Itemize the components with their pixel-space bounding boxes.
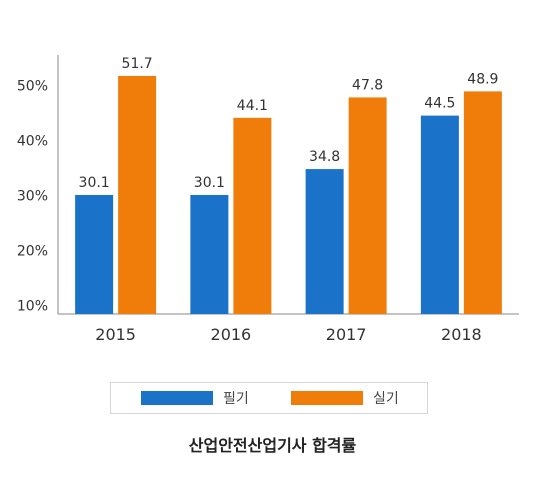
y-tick-label: 30% xyxy=(17,189,48,205)
bar-series-2 xyxy=(463,91,502,315)
y-tick-label: 10% xyxy=(17,299,48,315)
legend-item-series-1: 필기 xyxy=(141,383,249,413)
data-label: 51.7 xyxy=(122,56,153,72)
bar-series-2 xyxy=(348,97,387,314)
legend-label-series-2: 실기 xyxy=(373,391,399,407)
legend-label-series-1: 필기 xyxy=(223,391,249,407)
y-tick-label: 20% xyxy=(17,244,48,260)
bar-series-2 xyxy=(233,117,272,314)
y-tick-label: 50% xyxy=(17,78,48,94)
bar-chart: 10% 20% 30% 40% 50% 2015 2016 2017 2018 30.1 51.… xyxy=(17,55,519,344)
data-label: 44.5 xyxy=(424,96,455,112)
bar-series-1 xyxy=(305,169,344,314)
bar-series-1 xyxy=(75,194,114,314)
data-label: 44.1 xyxy=(237,98,268,114)
x-tick-label: 2018 xyxy=(441,325,482,344)
bar-series-1 xyxy=(420,115,459,314)
bar-series-2 xyxy=(118,75,157,314)
data-label: 48.9 xyxy=(467,71,498,87)
x-tick-label: 2017 xyxy=(326,325,367,344)
data-label: 30.1 xyxy=(194,175,225,191)
x-tick-label: 2016 xyxy=(211,325,252,344)
legend: 필기 실기 xyxy=(110,382,428,414)
data-label: 30.1 xyxy=(79,175,110,191)
bar-series-1 xyxy=(190,194,229,314)
data-label: 47.8 xyxy=(352,77,383,93)
legend-swatch-series-2 xyxy=(291,391,363,405)
data-label: 34.8 xyxy=(309,149,340,165)
legend-item-series-2: 실기 xyxy=(291,383,399,413)
legend-swatch-series-1 xyxy=(141,391,213,405)
x-tick-label: 2015 xyxy=(95,325,136,344)
y-tick-label: 40% xyxy=(17,133,48,149)
bars: 30.1 51.7 30.1 44.1 34.8 47.8 44.5 48.9 xyxy=(75,56,502,315)
chart-title: 산업안전산업기사 합격률 xyxy=(188,436,357,455)
x-axis: 2015 2016 2017 2018 xyxy=(58,313,519,344)
y-axis: 10% 20% 30% 40% 50% xyxy=(17,55,59,315)
